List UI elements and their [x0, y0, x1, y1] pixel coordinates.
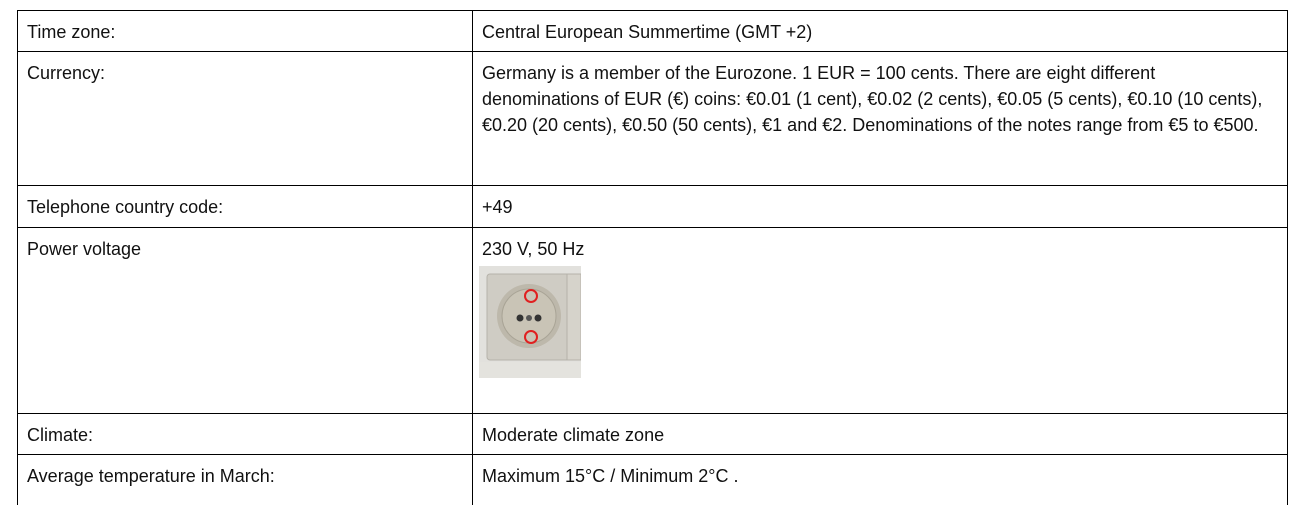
page: Time zone:Central European Summertime (G…	[0, 0, 1296, 505]
label-cell: Currency:	[18, 52, 473, 186]
label-cell: Climate:	[18, 414, 473, 455]
info-table: Time zone:Central European Summertime (G…	[17, 10, 1288, 505]
table-row: Average temperature in March:Maximum 15°…	[18, 455, 1288, 505]
table-row: Telephone country code:+49	[18, 186, 1288, 228]
table-row: Power voltage 230 V, 50 Hz	[18, 228, 1288, 414]
table-row: Climate:Moderate climate zone	[18, 414, 1288, 455]
table-row: Time zone:Central European Summertime (G…	[18, 11, 1288, 52]
socket-image	[479, 266, 581, 378]
value-cell: Maximum 15°C / Minimum 2°C .	[473, 455, 1288, 505]
value-cell: Central European Summertime (GMT +2)	[473, 11, 1288, 52]
value-cell: Moderate climate zone	[473, 414, 1288, 455]
label-cell: Time zone:	[18, 11, 473, 52]
value-cell: Germany is a member of the Eurozone. 1 E…	[473, 52, 1288, 186]
label-cell: Average temperature in March:	[18, 455, 473, 505]
label-cell: Telephone country code:	[18, 186, 473, 228]
cell-text: 230 V, 50 Hz	[482, 239, 584, 259]
value-cell: 230 V, 50 Hz	[473, 228, 1288, 414]
value-cell: +49	[473, 186, 1288, 228]
label-cell: Power voltage	[18, 228, 473, 414]
table-row: Currency:Germany is a member of the Euro…	[18, 52, 1288, 186]
